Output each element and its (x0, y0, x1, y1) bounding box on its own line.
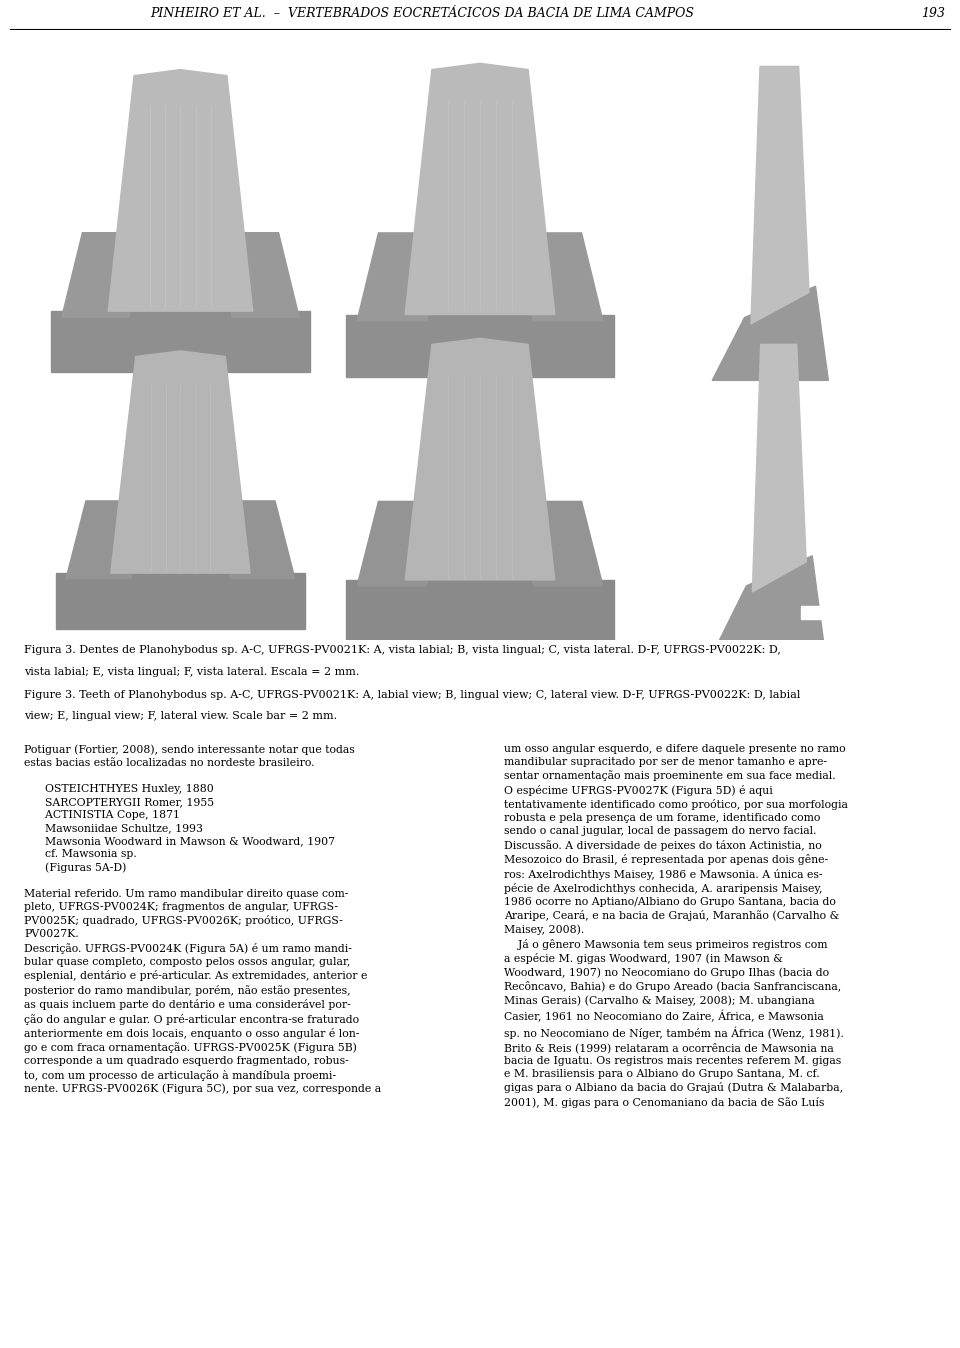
Polygon shape (52, 311, 309, 372)
Text: E: E (347, 380, 364, 404)
Polygon shape (753, 344, 806, 592)
Text: view; E, lingual view; F, lateral view. Scale bar = 2 mm.: view; E, lingual view; F, lateral view. … (24, 712, 337, 721)
Text: Potiguar (Fortier, 2008), sendo interessante notar que todas
estas bacias estão : Potiguar (Fortier, 2008), sendo interess… (24, 744, 381, 1095)
Polygon shape (716, 555, 825, 646)
Text: C: C (683, 97, 701, 121)
Polygon shape (110, 350, 251, 573)
Polygon shape (512, 501, 603, 586)
Polygon shape (357, 501, 448, 586)
Polygon shape (405, 63, 555, 314)
Text: PINHEIRO ET AL.  –  VERTEBRADOS EOCRETÁCICOS DA BACIA DE LIMA CAMPOS: PINHEIRO ET AL. – VERTEBRADOS EOCRETÁCIC… (151, 7, 694, 20)
Polygon shape (347, 314, 613, 377)
Polygon shape (405, 338, 555, 580)
Text: Figura 3. Dentes de Planohybodus sp. A-C, UFRGS-PV0021K: A, vista labial; B, vis: Figura 3. Dentes de Planohybodus sp. A-C… (24, 646, 780, 655)
Polygon shape (66, 501, 151, 578)
Polygon shape (210, 501, 295, 578)
Text: F: F (678, 380, 695, 404)
Text: vista labial; E, vista lingual; F, vista lateral. Escala = 2 mm.: vista labial; E, vista lingual; F, vista… (24, 667, 359, 677)
Text: B: B (347, 97, 366, 121)
Polygon shape (211, 233, 300, 317)
Polygon shape (108, 70, 252, 311)
Polygon shape (61, 233, 150, 317)
Polygon shape (56, 573, 305, 628)
Text: D: D (47, 380, 67, 404)
Text: um osso angular esquerdo, e difere daquele presente no ramo
mandibular supracita: um osso angular esquerdo, e difere daque… (504, 744, 848, 1108)
Polygon shape (512, 233, 603, 321)
Polygon shape (347, 580, 613, 640)
Text: A: A (47, 97, 66, 121)
Polygon shape (357, 233, 448, 321)
Polygon shape (712, 286, 828, 380)
Bar (801, 605, 888, 619)
Text: Figure 3. Teeth of Planohybodus sp. A-C, UFRGS-PV0021K: A, labial view; B, lingu: Figure 3. Teeth of Planohybodus sp. A-C,… (24, 690, 801, 700)
Polygon shape (751, 66, 809, 324)
Text: 193: 193 (922, 7, 946, 20)
